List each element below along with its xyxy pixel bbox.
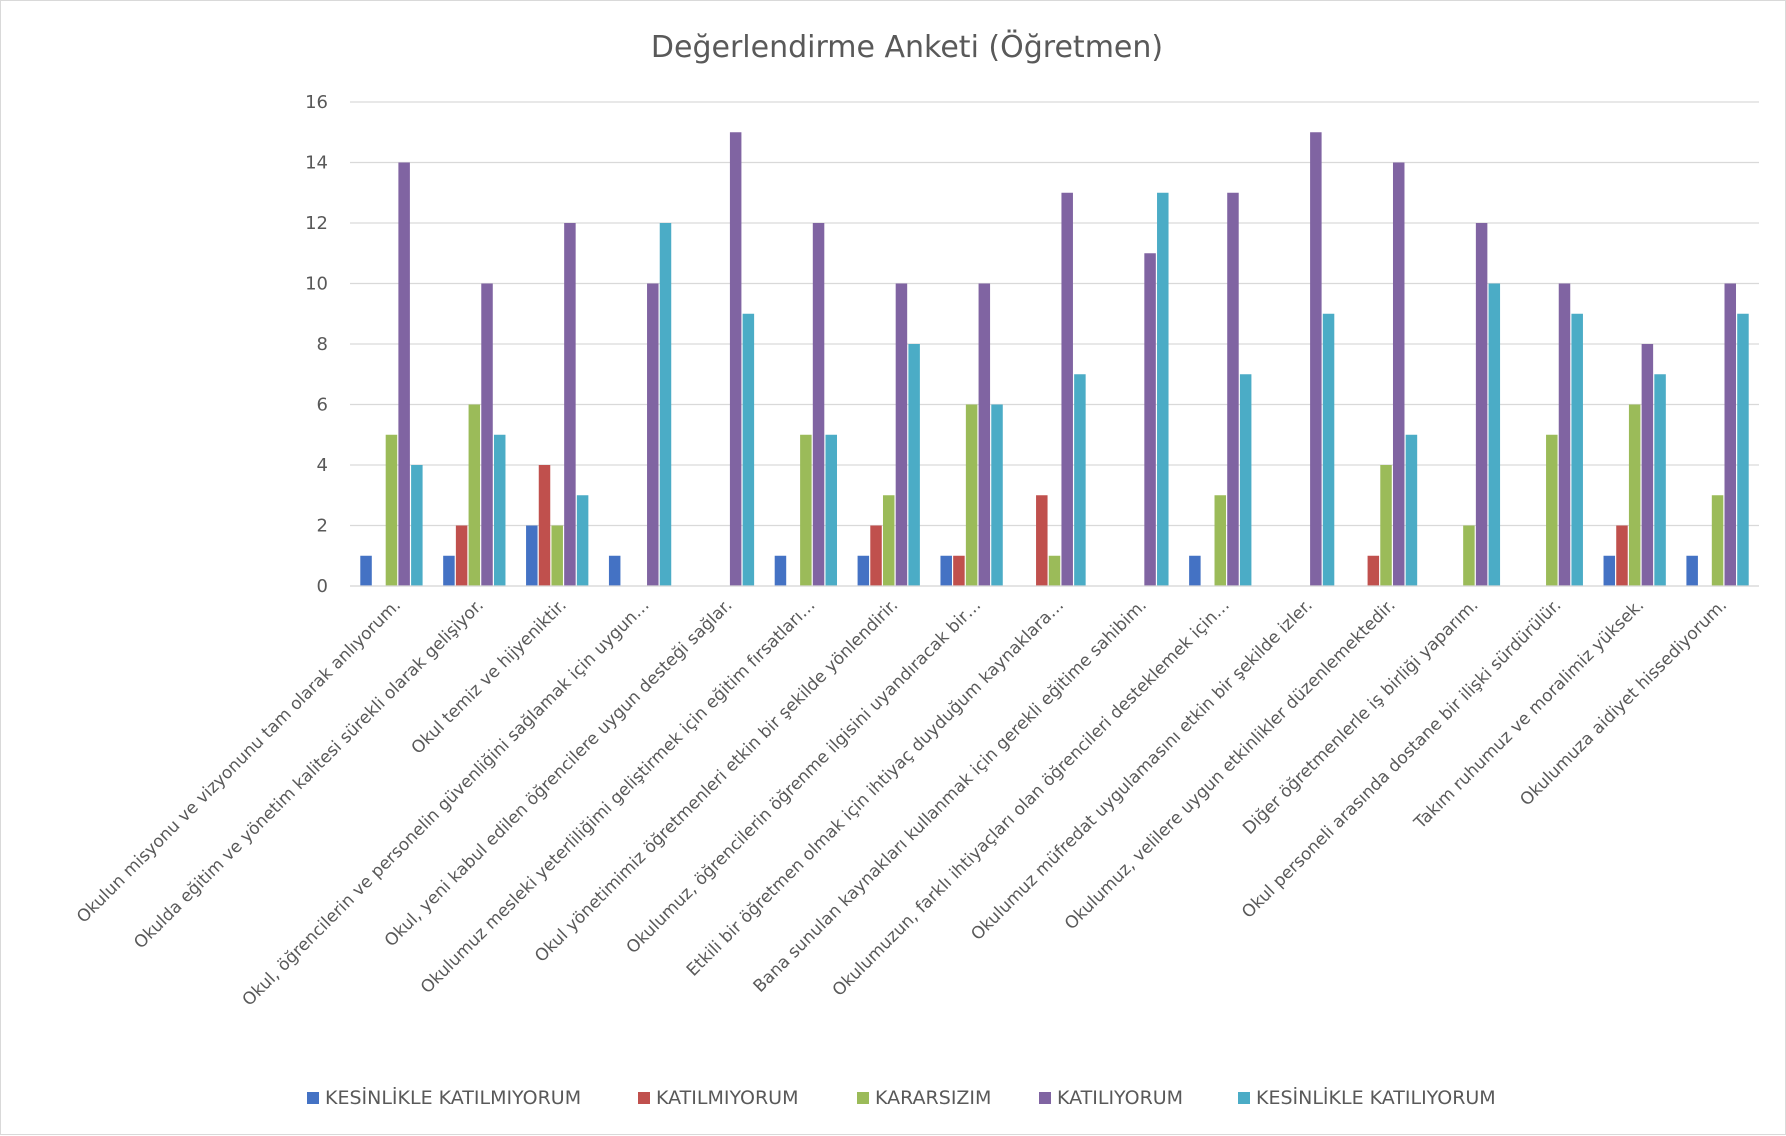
y-tick-label: 12 xyxy=(305,213,328,234)
bars xyxy=(360,132,1749,586)
legend-swatch xyxy=(1238,1092,1250,1104)
legend-swatch xyxy=(638,1092,650,1104)
bar xyxy=(1061,192,1073,586)
bar xyxy=(1144,253,1156,586)
bar xyxy=(882,495,895,586)
bar xyxy=(1475,223,1488,586)
y-tick-label: 10 xyxy=(305,274,328,295)
bar xyxy=(774,555,787,586)
bar xyxy=(1603,555,1616,586)
x-axis: Okulun misyonu ve vizyonunu tam olarak a… xyxy=(73,585,1759,1010)
bar xyxy=(800,434,812,586)
legend-swatch xyxy=(1039,1092,1051,1104)
x-tick-label: Okulumuzun, farklı ihtiyaçları olan öğre… xyxy=(829,595,1234,1000)
legend-swatch xyxy=(857,1092,869,1104)
bar xyxy=(1737,313,1749,586)
bar xyxy=(1641,344,1654,586)
x-tick-label: Okulumuz mesleki yeterliliğimi geliştirm… xyxy=(417,595,819,997)
bar xyxy=(1558,283,1571,586)
bar xyxy=(576,495,589,586)
bar xyxy=(1654,374,1666,586)
bar xyxy=(991,404,1003,586)
bar xyxy=(1227,192,1239,586)
bar xyxy=(1380,465,1392,586)
y-tick-label: 2 xyxy=(317,516,328,537)
bar xyxy=(1214,495,1227,586)
legend-label: KARARSIZIM xyxy=(875,1087,991,1109)
bar xyxy=(1189,555,1201,586)
x-tick-label: Okul, öğrencilerin ve personelin güvenli… xyxy=(239,595,654,1010)
x-tick-label: Okul temiz ve hijyeniktir. xyxy=(408,595,571,758)
bar xyxy=(1405,434,1418,586)
x-tick-label: Okulun misyonu ve vizyonunu tam olarak a… xyxy=(73,595,405,927)
bar xyxy=(481,283,493,586)
bar xyxy=(1616,525,1628,586)
bar xyxy=(1724,283,1737,586)
bar xyxy=(385,434,398,586)
bar xyxy=(551,525,563,586)
bar xyxy=(940,555,952,586)
bar xyxy=(411,465,423,586)
legend-swatch xyxy=(307,1092,319,1104)
bar xyxy=(526,525,538,586)
bar xyxy=(398,162,410,586)
bar xyxy=(1463,525,1475,586)
y-axis: 0 2 4 6 8 10 12 14 16 xyxy=(305,92,328,597)
bar xyxy=(443,555,455,586)
bar xyxy=(1036,495,1048,586)
bar xyxy=(1074,374,1086,586)
bar xyxy=(1048,555,1061,586)
legend-label: KATILIYORUM xyxy=(1057,1087,1183,1109)
x-tick-label: Etkili bir öğretmen olmak için ihtiyaç d… xyxy=(683,595,1068,980)
legend-label: KESİNLİKLE KATILIYORUM xyxy=(1256,1086,1496,1109)
bar xyxy=(360,555,372,586)
bar xyxy=(1686,555,1698,586)
x-tick-label: Okul personeli arasında dostane bir iliş… xyxy=(1238,595,1565,922)
bar xyxy=(965,404,978,586)
bar xyxy=(1392,162,1405,586)
y-tick-label: 14 xyxy=(305,153,328,174)
bar xyxy=(1488,283,1501,586)
bar xyxy=(857,555,870,586)
bar xyxy=(659,223,672,586)
bar xyxy=(1571,313,1583,586)
bar xyxy=(1546,434,1558,586)
y-tick-label: 8 xyxy=(317,334,328,355)
bar xyxy=(1628,404,1641,586)
bar xyxy=(538,465,551,586)
y-tick-label: 0 xyxy=(317,576,328,597)
bar xyxy=(1367,555,1380,586)
bar xyxy=(493,434,506,586)
bar xyxy=(564,223,576,586)
bar xyxy=(647,283,659,586)
bar xyxy=(608,555,621,586)
legend: KESİNLİKLE KATILMIYORUM KATILMIYORUM KARAR… xyxy=(307,1086,1496,1109)
y-tick-label: 4 xyxy=(317,455,328,476)
bar xyxy=(1322,313,1335,586)
bar xyxy=(455,525,468,586)
bar xyxy=(812,223,825,586)
x-tick-label: Bana sunulan kaynakları kullanmak için g… xyxy=(750,595,1151,996)
bar xyxy=(1711,495,1724,586)
bar xyxy=(742,313,755,586)
bar xyxy=(1157,192,1169,586)
legend-label: KESİNLİKLE KATILMIYORUM xyxy=(325,1086,581,1109)
bar xyxy=(978,283,991,586)
legend-label: KATILMIYORUM xyxy=(656,1087,798,1109)
bar xyxy=(895,283,908,586)
bar xyxy=(908,344,920,586)
chart-title: Değerlendirme Anketi (Öğretmen) xyxy=(651,29,1163,65)
bar xyxy=(729,132,742,586)
bar xyxy=(1239,374,1252,586)
bar xyxy=(825,434,838,586)
bar xyxy=(953,555,965,586)
bar xyxy=(870,525,882,586)
y-tick-label: 16 xyxy=(305,92,328,113)
bar xyxy=(1310,132,1322,586)
y-tick-label: 6 xyxy=(317,395,328,416)
bar xyxy=(468,404,481,586)
